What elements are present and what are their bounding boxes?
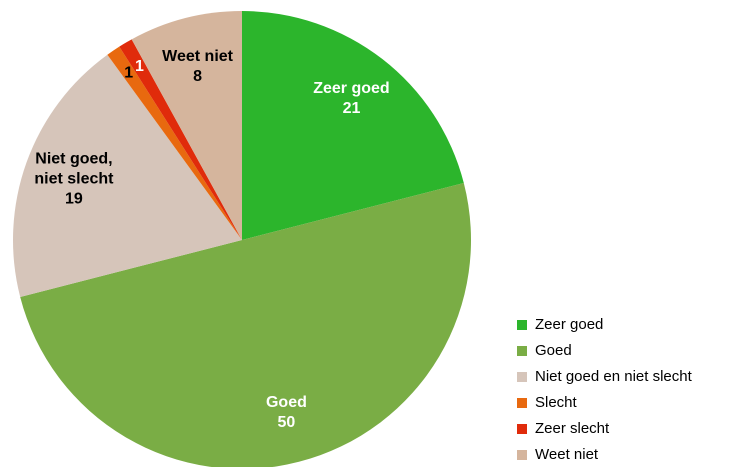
legend-swatch [517, 450, 527, 460]
value-label: 1 [135, 58, 144, 75]
pie-slice [119, 39, 242, 240]
slice-label: Zeer goed [313, 80, 389, 97]
slice-label: Niet goed, [35, 151, 112, 168]
legend-label: Slecht [535, 394, 578, 411]
legend-swatch [517, 398, 527, 408]
value-label: 19 [65, 191, 83, 208]
slice-label: Goed [266, 394, 307, 411]
legend-label: Niet goed en niet slecht [535, 368, 693, 385]
legend-swatch [517, 372, 527, 382]
legend-label: Weet niet [535, 446, 599, 463]
pie-slice [242, 11, 464, 240]
legend-label: Goed [535, 342, 572, 359]
value-label: 1 [124, 65, 133, 82]
pie-slice [12, 54, 242, 297]
value-label: 21 [343, 100, 361, 117]
value-label: 50 [278, 414, 296, 431]
pie-slice [107, 46, 242, 240]
legend-swatch [517, 346, 527, 356]
pie-slice [131, 10, 242, 240]
value-label: 8 [193, 68, 202, 85]
legend-label: Zeer slecht [535, 420, 610, 437]
pie-slice [20, 183, 471, 467]
slice-label: Weet niet [162, 48, 234, 65]
slice-label: niet slecht [34, 171, 114, 188]
legend-swatch [517, 320, 527, 330]
legend-label: Zeer goed [535, 316, 603, 333]
legend-swatch [517, 424, 527, 434]
